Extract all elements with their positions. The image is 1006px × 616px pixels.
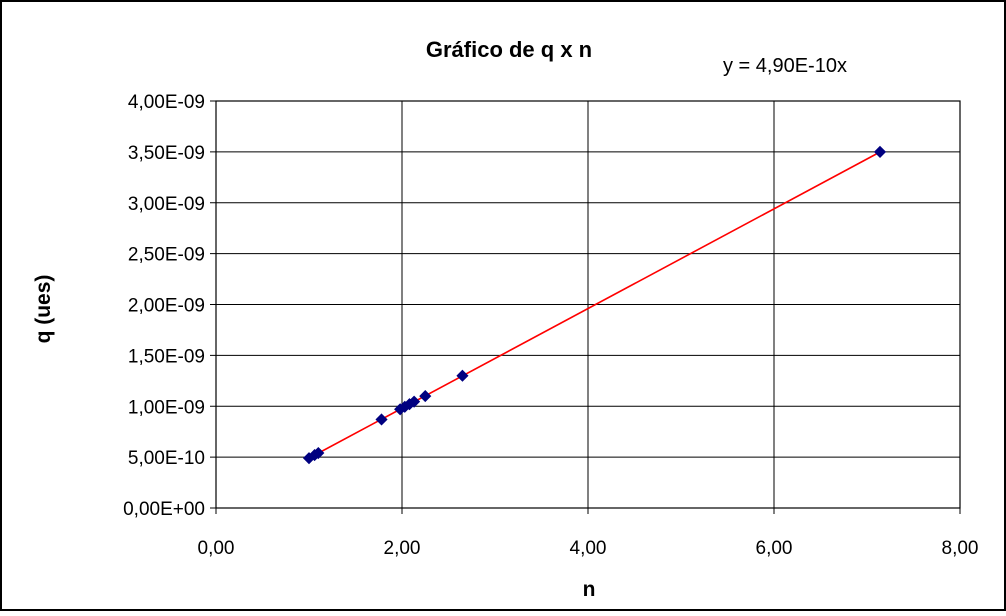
y-tick-label: 5,00E-10: [128, 448, 205, 469]
y-tick-label: 3,50E-09: [128, 143, 205, 164]
data-point: [312, 446, 325, 460]
data-point: [456, 369, 469, 382]
data-point: [419, 390, 432, 403]
y-tick-label: 2,50E-09: [128, 245, 205, 266]
x-tick-label: 0,00: [198, 538, 235, 559]
y-tick-label: 0,00E+00: [123, 499, 205, 520]
x-tick-labels: 0,00 2,00 4,00 6,00 8,00: [198, 508, 979, 559]
y-tick-label: 1,00E-09: [128, 397, 205, 418]
y-tick-label: 2,00E-09: [128, 296, 205, 317]
data-point: [375, 413, 388, 426]
x-tick-label: 6,00: [756, 538, 793, 559]
y-tick-label: 1,50E-09: [128, 346, 205, 367]
y-tick-label: 4,00E-09: [128, 92, 205, 113]
x-axis-title: n: [583, 578, 596, 601]
y-tick-labels: 0,00E+00 5,00E-10 1,00E-09 1,50E-09 2,00E-09…: [123, 92, 216, 520]
trendline-equation: y = 4,90E-10x: [723, 55, 847, 77]
data-point: [873, 145, 887, 158]
x-tick-label: 8,00: [942, 538, 979, 559]
data-points-layer: [302, 145, 887, 465]
x-tick-label: 2,00: [384, 538, 421, 559]
chart-title: Gráfico de q x n: [426, 37, 592, 62]
y-tick-label: 3,00E-09: [128, 194, 205, 215]
x-tick-label: 4,00: [570, 538, 607, 559]
grid-layer: [216, 100, 961, 508]
y-axis-title: q (ues): [32, 275, 55, 344]
data-point: [408, 395, 421, 408]
